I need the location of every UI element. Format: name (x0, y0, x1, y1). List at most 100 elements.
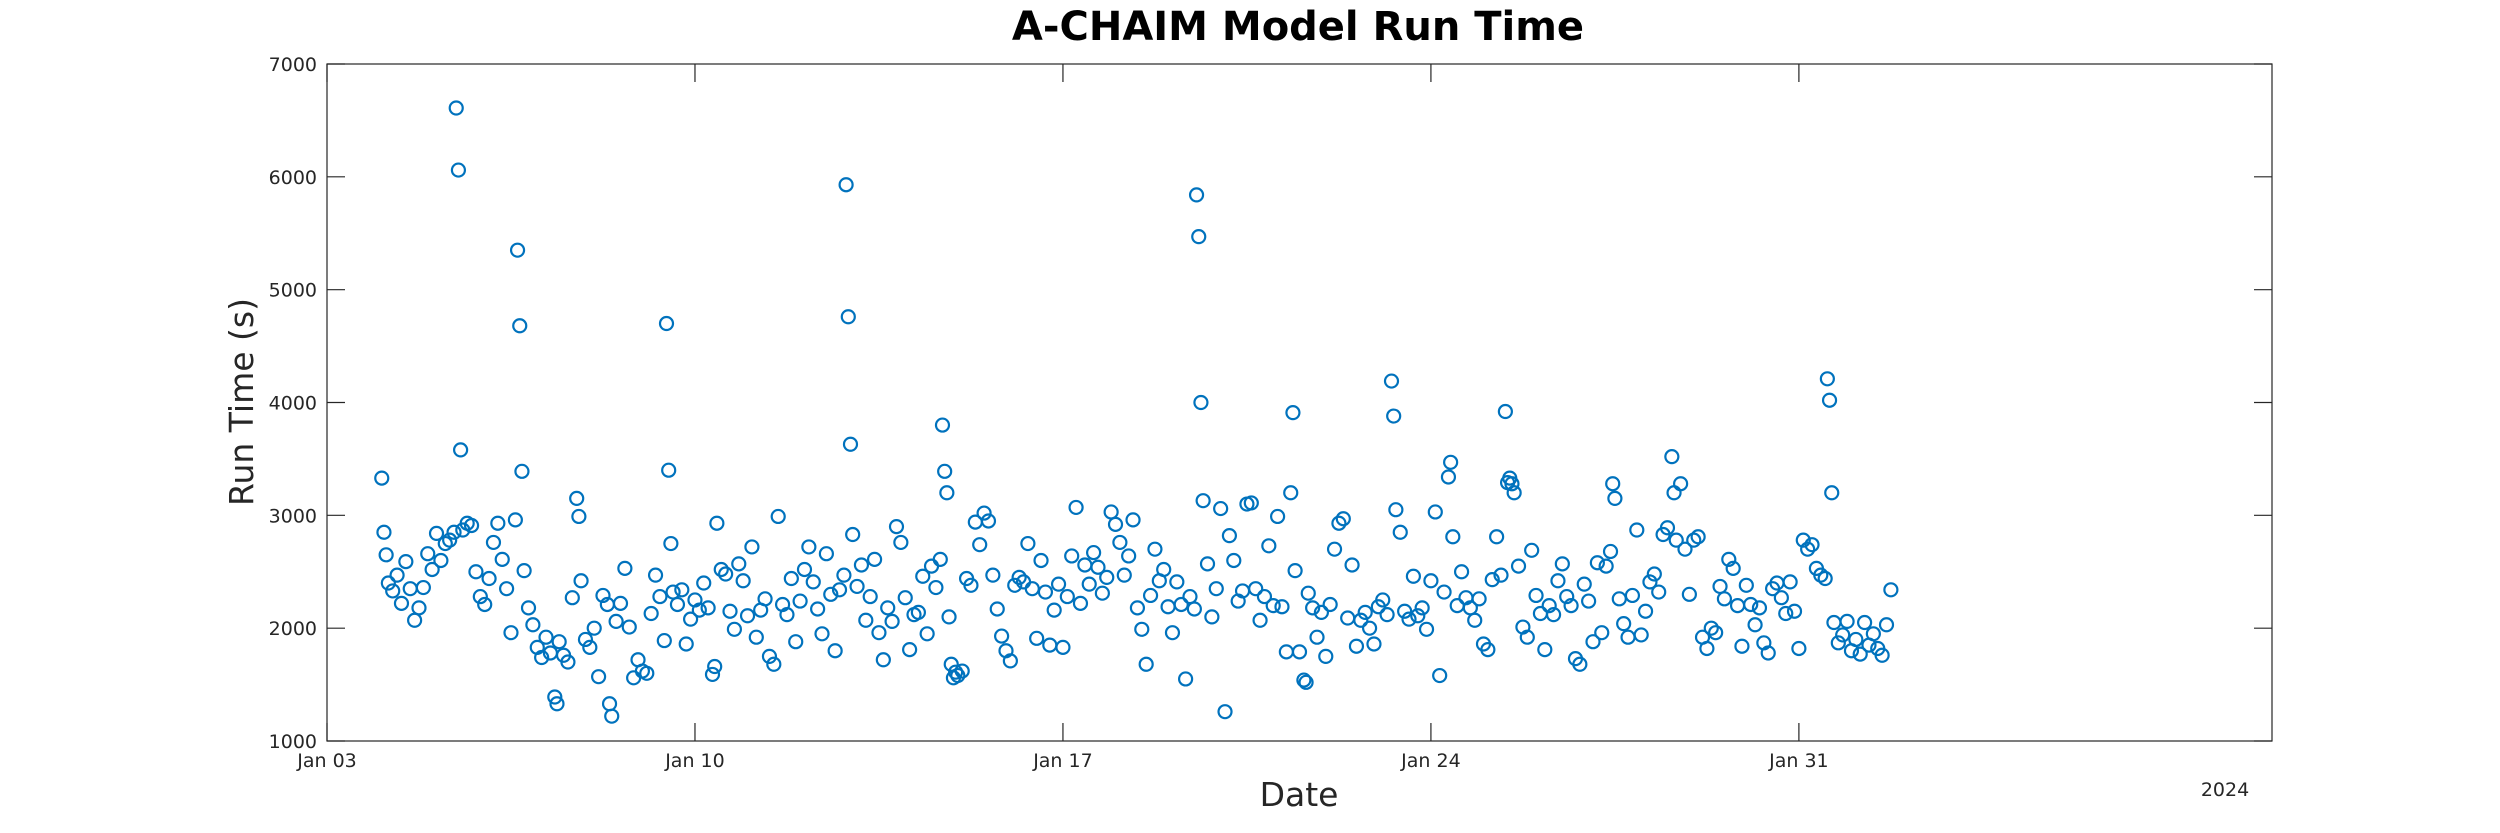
data-point (1392, 524, 1408, 540)
data-point (1121, 548, 1137, 564)
data-point (520, 600, 537, 616)
data-point (1668, 532, 1684, 548)
data-point (919, 626, 935, 642)
x-tick-label: Jan 24 (1400, 750, 1461, 772)
data-point (744, 539, 760, 555)
data-point (1440, 469, 1457, 485)
data-point (1497, 403, 1513, 420)
data-point (433, 552, 449, 569)
data-point (647, 567, 664, 583)
y-tick-label: 3000 (269, 505, 317, 527)
data-point (420, 546, 436, 562)
data-point (1261, 538, 1277, 554)
data-point (1199, 556, 1216, 572)
data-point (678, 636, 694, 652)
data-point (538, 629, 554, 645)
data-point (1559, 588, 1575, 605)
data-point (1734, 638, 1750, 654)
data-point (1537, 642, 1553, 658)
data-point (1467, 612, 1483, 628)
data-point (374, 470, 390, 486)
data-point (1782, 574, 1798, 590)
data-point (1410, 608, 1426, 624)
data-point (1453, 564, 1470, 580)
data-point (1361, 620, 1378, 636)
data-point (1699, 640, 1715, 657)
data-point (1646, 566, 1662, 582)
x-tick-label: Jan 10 (664, 750, 725, 772)
data-point (858, 612, 874, 628)
data-point (1156, 561, 1172, 578)
data-point (1738, 577, 1754, 593)
data-point (814, 626, 830, 642)
data-point (1094, 585, 1110, 601)
data-point (880, 600, 896, 616)
data-point (1865, 626, 1881, 642)
data-point (560, 654, 576, 670)
data-point (1164, 625, 1181, 641)
data-point (941, 609, 957, 625)
data-point (499, 581, 515, 597)
data-point (1480, 642, 1496, 658)
data-point (1173, 596, 1189, 613)
y-tick-label: 7000 (269, 54, 317, 76)
data-point (985, 567, 1001, 583)
data-point (1821, 392, 1838, 408)
data-point (1432, 667, 1448, 684)
data-point (871, 625, 887, 641)
data-point (1824, 485, 1840, 501)
data-point (1305, 600, 1321, 616)
data-point (1107, 516, 1124, 532)
data-point (1296, 672, 1312, 688)
data-point (1839, 613, 1855, 629)
data-point (1686, 532, 1702, 548)
data-point (639, 665, 655, 681)
data-point (928, 579, 944, 596)
data-point (621, 619, 637, 635)
data-point (838, 177, 854, 193)
data-point (1326, 541, 1343, 557)
data-point (902, 642, 918, 658)
data-point (534, 649, 550, 666)
data-point (840, 309, 856, 325)
data-point (415, 579, 431, 596)
data-point (1353, 612, 1369, 628)
data-point (549, 696, 565, 712)
data-point (661, 462, 677, 478)
data-point (1795, 532, 1811, 548)
data-point (1020, 535, 1036, 552)
x-axis-label: Date (1260, 775, 1339, 814)
data-point (1443, 454, 1459, 470)
data-point (939, 485, 955, 501)
chart-title: A-CHAIM Model Run Time (1012, 4, 1584, 50)
data-point (450, 162, 467, 178)
data-point (1029, 630, 1045, 646)
data-point (836, 567, 852, 583)
data-point (514, 463, 530, 479)
data-point (1703, 620, 1719, 636)
data-point (437, 535, 453, 552)
data-point (1169, 574, 1185, 590)
x-axis-ticks: Jan 03 Jan 10 Jan 17 Jan 24 Jan 31 (296, 64, 1829, 772)
data-point (842, 436, 859, 452)
data-point (1335, 511, 1351, 527)
data-point (932, 551, 948, 567)
data-point (1778, 605, 1794, 622)
data-point (1541, 597, 1557, 614)
data-point (910, 604, 926, 620)
data-point (1550, 573, 1566, 589)
data-point (1633, 627, 1649, 643)
data-point (1605, 476, 1621, 492)
data-point (389, 567, 405, 583)
data-point (1129, 600, 1146, 616)
data-point (1819, 371, 1835, 387)
data-point (1524, 542, 1540, 558)
data-point (428, 525, 445, 541)
data-point (1033, 552, 1049, 569)
data-point (1624, 587, 1641, 604)
data-point (1664, 449, 1680, 465)
data-point (1642, 574, 1658, 590)
data-point (1046, 602, 1062, 618)
data-point (884, 613, 900, 629)
data-point (1589, 555, 1605, 571)
